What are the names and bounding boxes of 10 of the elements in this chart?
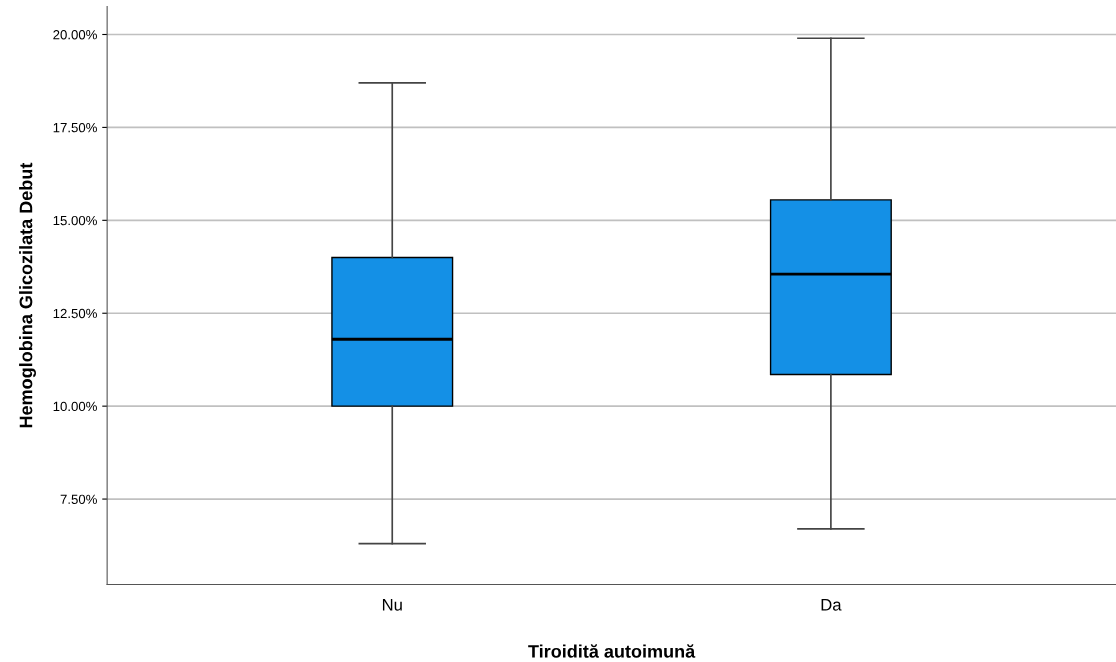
y-tick-label: 7.50% [60,494,97,504]
y-tick-label: 15.00% [53,215,97,226]
x-tick-label: Da [821,599,842,611]
y-tick-label: 12.50% [53,308,97,319]
y-tick-label: 10.00% [53,401,97,412]
x-axis-title: Tiroidită autoimună [528,644,696,658]
y-tick-label: 20.00% [53,30,97,40]
y-axis-title: Hemoglobina Glicozilata Debut [19,162,36,428]
x-tick-label: Nu [382,599,402,611]
y-tick-label: 17.50% [53,122,97,133]
